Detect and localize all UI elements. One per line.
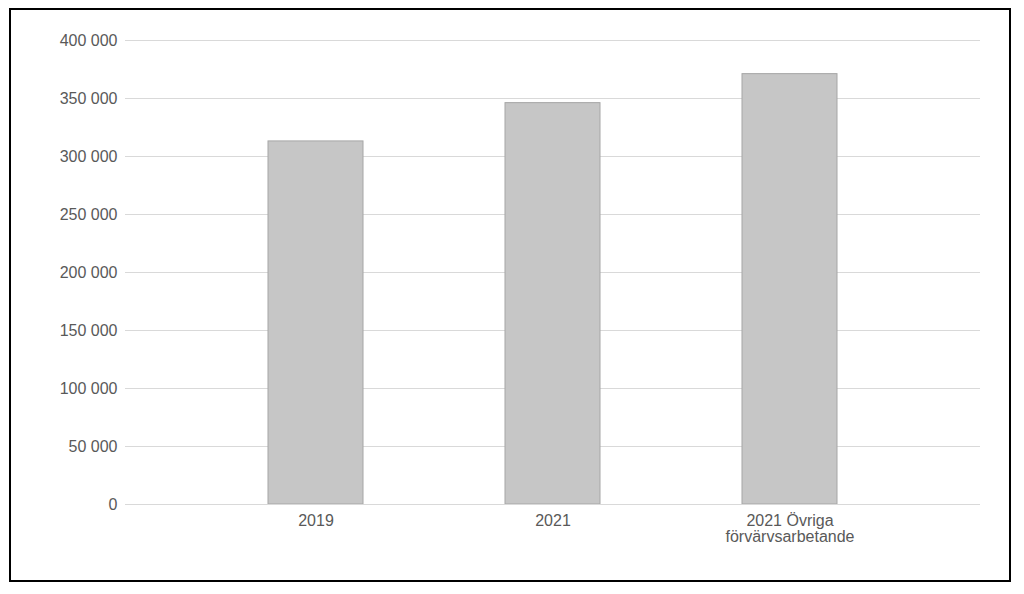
- svg-text:2019: 2019: [298, 512, 334, 529]
- svg-text:2021: 2021: [535, 512, 571, 529]
- svg-text:200 000: 200 000: [60, 264, 118, 281]
- svg-text:0: 0: [109, 496, 118, 513]
- svg-text:50 000: 50 000: [69, 438, 118, 455]
- svg-text:350 000: 350 000: [60, 90, 118, 107]
- svg-text:300 000: 300 000: [60, 148, 118, 165]
- svg-text:250 000: 250 000: [60, 206, 118, 223]
- svg-text:400 000: 400 000: [60, 32, 118, 49]
- svg-text:2021 Övrigaförvärvsarbetande: 2021 Övrigaförvärvsarbetande: [726, 512, 855, 545]
- svg-text:150 000: 150 000: [60, 322, 118, 339]
- svg-text:100 000: 100 000: [60, 380, 118, 397]
